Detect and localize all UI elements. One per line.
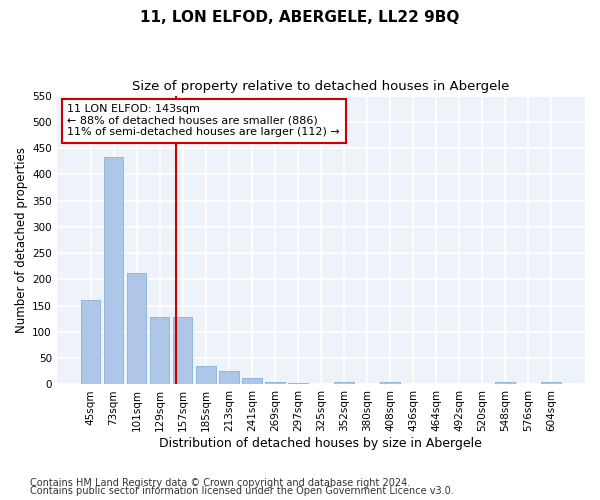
Text: Contains HM Land Registry data © Crown copyright and database right 2024.: Contains HM Land Registry data © Crown c… xyxy=(30,478,410,488)
Bar xyxy=(219,372,239,384)
Bar xyxy=(104,157,124,384)
Bar xyxy=(265,382,284,384)
Bar xyxy=(104,157,124,384)
Bar xyxy=(219,372,239,384)
Bar xyxy=(380,382,400,384)
Bar xyxy=(288,383,308,384)
Bar xyxy=(496,382,515,384)
Bar xyxy=(81,300,100,384)
Bar xyxy=(380,382,400,384)
Bar xyxy=(173,317,193,384)
X-axis label: Distribution of detached houses by size in Abergele: Distribution of detached houses by size … xyxy=(160,437,482,450)
Bar xyxy=(265,382,284,384)
Bar xyxy=(127,272,146,384)
Text: 11 LON ELFOD: 143sqm
← 88% of detached houses are smaller (886)
11% of semi-deta: 11 LON ELFOD: 143sqm ← 88% of detached h… xyxy=(67,104,340,138)
Bar xyxy=(334,382,354,384)
Bar xyxy=(541,382,561,384)
Text: Contains public sector information licensed under the Open Government Licence v3: Contains public sector information licen… xyxy=(30,486,454,496)
Bar xyxy=(242,378,262,384)
Bar xyxy=(173,317,193,384)
Bar xyxy=(541,382,561,384)
Bar xyxy=(81,300,100,384)
Bar xyxy=(196,366,215,384)
Bar xyxy=(196,366,215,384)
Text: 11, LON ELFOD, ABERGELE, LL22 9BQ: 11, LON ELFOD, ABERGELE, LL22 9BQ xyxy=(140,10,460,25)
Bar xyxy=(127,272,146,384)
Bar xyxy=(288,383,308,384)
Y-axis label: Number of detached properties: Number of detached properties xyxy=(15,147,28,333)
Bar xyxy=(496,382,515,384)
Bar xyxy=(150,317,169,384)
Title: Size of property relative to detached houses in Abergele: Size of property relative to detached ho… xyxy=(132,80,509,93)
Bar xyxy=(242,378,262,384)
Bar xyxy=(150,317,169,384)
Bar xyxy=(334,382,354,384)
